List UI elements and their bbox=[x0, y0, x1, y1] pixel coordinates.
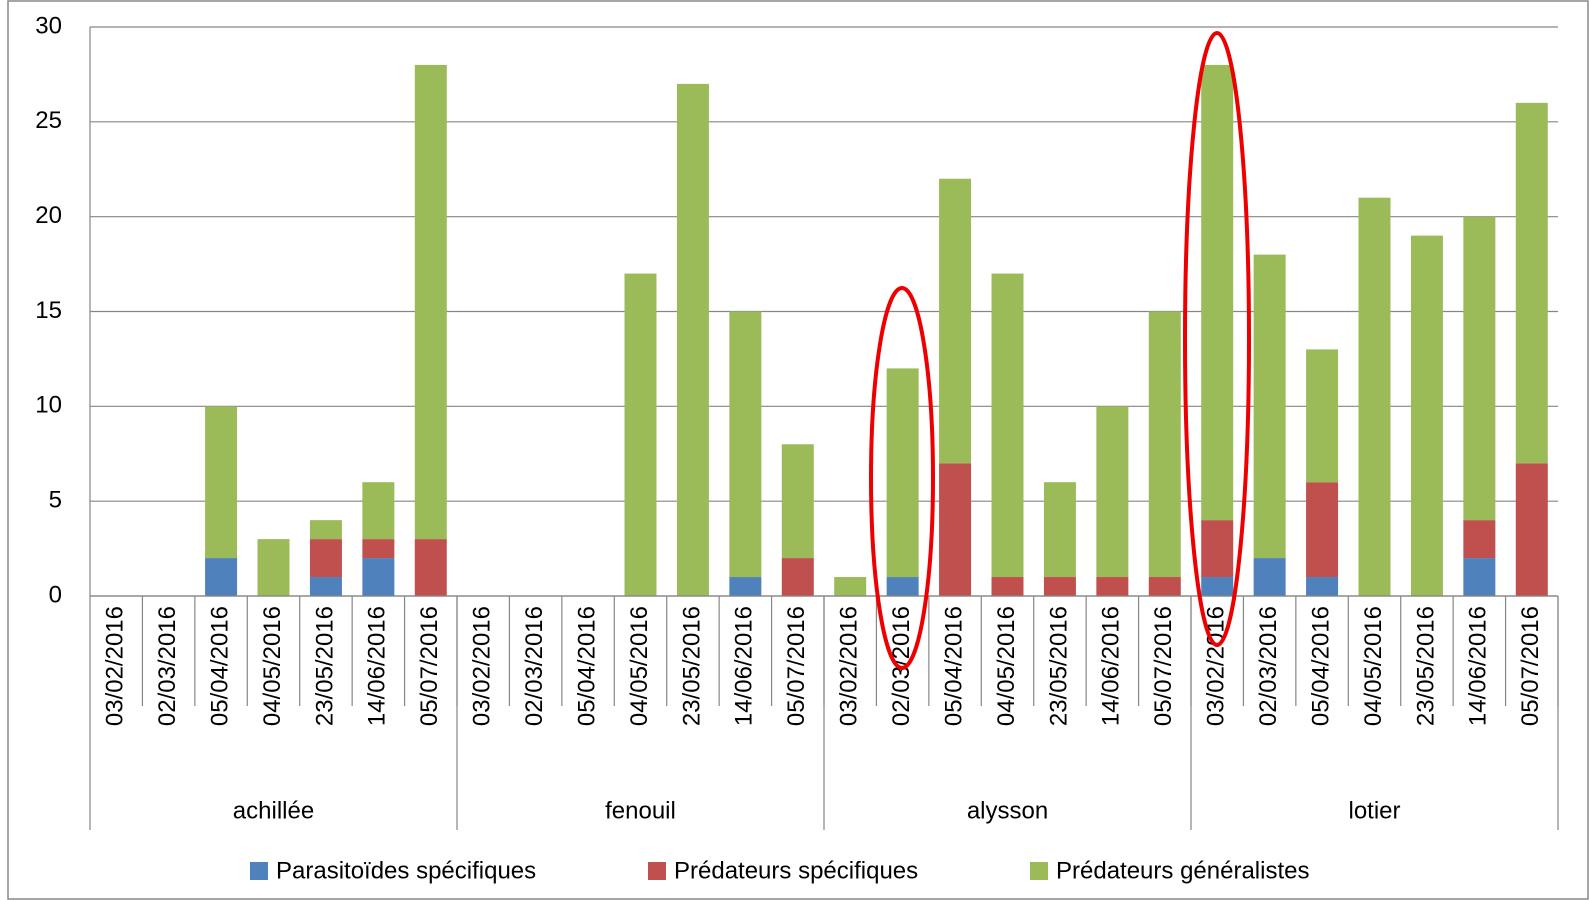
bar-segment bbox=[1043, 482, 1076, 578]
x-tick-label: 05/04/2016 bbox=[206, 606, 233, 726]
x-tick-label: 05/07/2016 bbox=[416, 606, 443, 726]
highlight-ellipse bbox=[1183, 31, 1251, 647]
bar-segment bbox=[309, 539, 342, 578]
bar-segment bbox=[781, 558, 814, 596]
group-label: lotier bbox=[1348, 797, 1400, 824]
group-label: alysson bbox=[967, 797, 1048, 824]
bar-segment bbox=[205, 406, 238, 559]
bar-segment bbox=[362, 482, 395, 540]
x-tick-label: 05/07/2016 bbox=[783, 606, 810, 726]
bar-segment bbox=[1463, 520, 1496, 559]
y-tick-label: 30 bbox=[35, 12, 62, 39]
bar-segment bbox=[257, 539, 290, 596]
bar-segment bbox=[939, 178, 972, 464]
x-tick-label: 04/05/2016 bbox=[626, 606, 653, 726]
legend-swatch bbox=[250, 862, 268, 880]
plot-area: 0 5 10 15 20 25 30 03/02/2016 02/03/2016 05/04/20… bbox=[35, 12, 1559, 830]
x-tick-label: 05/04/2016 bbox=[940, 606, 967, 726]
x-tick-label: 23/05/2016 bbox=[311, 606, 338, 726]
bar-segment bbox=[781, 444, 814, 559]
x-tick-label: 03/02/2016 bbox=[469, 606, 496, 726]
legend-swatch bbox=[1030, 862, 1048, 880]
x-tick-label: 04/05/2016 bbox=[1360, 606, 1387, 726]
legend-label: Prédateurs spécifiques bbox=[674, 857, 918, 884]
bar-segment bbox=[1410, 235, 1443, 596]
bar-segment bbox=[676, 83, 709, 596]
x-tick-label: 14/06/2016 bbox=[1098, 606, 1125, 726]
bar-segment bbox=[1201, 577, 1234, 596]
bar-segment bbox=[1515, 102, 1548, 464]
bar-segment bbox=[1253, 254, 1286, 559]
bar-segment bbox=[729, 577, 762, 596]
bar-segment bbox=[939, 463, 972, 596]
legend-label: Prédateurs généralistes bbox=[1056, 857, 1309, 884]
x-tick-label: 04/05/2016 bbox=[993, 606, 1020, 726]
bar-segment bbox=[1306, 349, 1339, 483]
y-tick-label: 15 bbox=[35, 297, 62, 324]
bar-segment bbox=[1253, 558, 1286, 596]
bar-segment bbox=[1463, 558, 1496, 596]
bar-segment bbox=[1148, 577, 1181, 596]
x-tick-label: 03/02/2016 bbox=[102, 606, 129, 726]
group-label: fenouil bbox=[605, 797, 676, 824]
y-tick-label: 0 bbox=[49, 581, 62, 608]
bar-segment bbox=[886, 577, 919, 596]
x-tick-label: 23/05/2016 bbox=[1412, 606, 1439, 726]
y-tick-label: 20 bbox=[35, 202, 62, 229]
y-tick-label: 10 bbox=[35, 392, 62, 419]
bar-segment bbox=[309, 577, 342, 596]
x-tick-label: 02/03/2016 bbox=[521, 606, 548, 726]
bar-segment bbox=[414, 64, 447, 540]
x-tick-label: 23/05/2016 bbox=[1045, 606, 1072, 726]
bar-segment bbox=[1463, 216, 1496, 521]
x-tick-label: 05/04/2016 bbox=[573, 606, 600, 726]
bar-segment bbox=[1306, 482, 1339, 578]
bar-segment bbox=[729, 311, 762, 578]
x-tick-label: 23/05/2016 bbox=[678, 606, 705, 726]
x-tick-label: 05/07/2016 bbox=[1150, 606, 1177, 726]
x-tick-label: 05/07/2016 bbox=[1517, 606, 1544, 726]
x-tick-label: 14/06/2016 bbox=[364, 606, 391, 726]
bar-segment bbox=[1096, 577, 1129, 596]
bar-segment bbox=[1201, 64, 1234, 521]
legend-label: Parasitoïdes spécifiques bbox=[276, 857, 536, 884]
x-tick-label: 14/06/2016 bbox=[731, 606, 758, 726]
bar-segment bbox=[414, 539, 447, 596]
bar-segment bbox=[1201, 520, 1234, 578]
x-tick-label: 14/06/2016 bbox=[1465, 606, 1492, 726]
x-tick-label: 05/04/2016 bbox=[1307, 606, 1334, 726]
bar-segment bbox=[991, 273, 1024, 578]
bar-segment bbox=[886, 368, 919, 578]
bar-segment bbox=[362, 539, 395, 559]
bar-segment bbox=[624, 273, 657, 596]
x-tick-label: 03/02/2016 bbox=[836, 606, 863, 726]
x-tick-label: 02/03/2016 bbox=[1255, 606, 1282, 726]
bar-segment bbox=[1148, 311, 1181, 578]
highlight-ellipse bbox=[869, 286, 935, 670]
legend-swatch bbox=[648, 862, 666, 880]
y-tick-label: 25 bbox=[35, 107, 62, 134]
y-tick-label: 5 bbox=[49, 487, 62, 514]
x-tick-label: 04/05/2016 bbox=[259, 606, 286, 726]
bar-segment bbox=[834, 577, 867, 596]
bar-segment bbox=[1358, 197, 1391, 596]
bar-segment bbox=[362, 558, 395, 596]
x-tick-label: 02/03/2016 bbox=[154, 606, 181, 726]
bar-segment bbox=[991, 577, 1024, 596]
group-label: achillée bbox=[233, 797, 314, 824]
bar-segment bbox=[205, 558, 238, 596]
bar-segment bbox=[1043, 577, 1076, 596]
bar-segment bbox=[1515, 463, 1548, 596]
bar-segment bbox=[1306, 577, 1339, 596]
bar-segment bbox=[309, 520, 342, 540]
bar-segment bbox=[1096, 406, 1129, 578]
